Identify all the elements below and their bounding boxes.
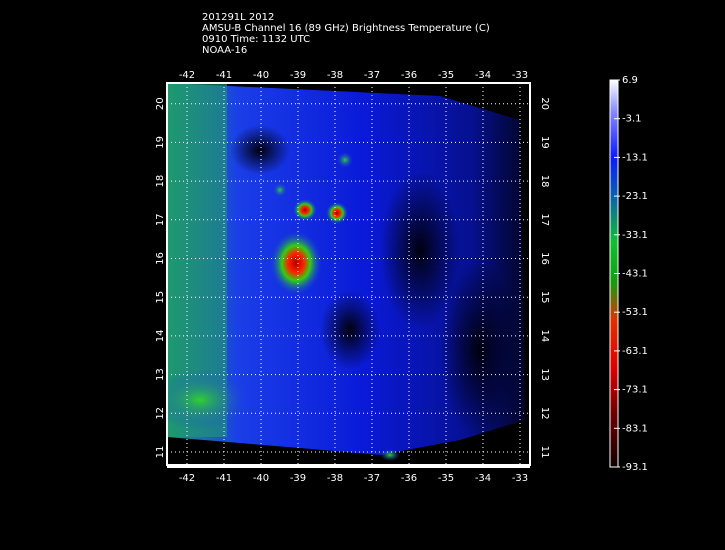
lon-label: -37 bbox=[364, 473, 380, 484]
colorbar-label: -33.1 bbox=[622, 230, 648, 241]
lon-label: -41 bbox=[216, 473, 232, 484]
lat-label: 14 bbox=[155, 330, 166, 343]
lat-label: 16 bbox=[539, 252, 550, 265]
lat-label: 15 bbox=[539, 291, 550, 304]
lon-label: -35 bbox=[438, 473, 454, 484]
colorbar-label: -3.1 bbox=[622, 114, 642, 125]
storm-cell bbox=[293, 199, 317, 221]
lat-label: 20 bbox=[155, 97, 166, 110]
lon-label: -36 bbox=[401, 473, 417, 484]
lat-label: 20 bbox=[539, 97, 550, 110]
cold-area bbox=[440, 260, 520, 440]
header-line: 0910 Time: 1132 UTC bbox=[202, 34, 310, 45]
lon-label: -39 bbox=[290, 70, 306, 81]
lon-label: -38 bbox=[327, 70, 343, 81]
lat-label: 18 bbox=[539, 175, 550, 188]
lat-label: 15 bbox=[155, 291, 166, 304]
lon-label: -41 bbox=[216, 70, 232, 81]
colorbar-label: 6.9 bbox=[622, 75, 638, 86]
lat-label: 17 bbox=[539, 213, 550, 226]
swath bbox=[167, 83, 525, 455]
colorbar-labels: 6.9 -3.1 -13.1 -23.1 -33.1 -43.1 -53.1 -63.1 -73… bbox=[614, 75, 648, 473]
lat-label: 19 bbox=[539, 136, 550, 149]
cold-area bbox=[230, 125, 290, 175]
lon-label: -40 bbox=[253, 70, 269, 81]
lon-label: -42 bbox=[179, 70, 195, 81]
warm-cell bbox=[380, 449, 400, 461]
lat-label: 13 bbox=[539, 368, 550, 381]
lon-label: -35 bbox=[438, 70, 454, 81]
header-line: AMSU-B Channel 16 (89 GHz) Brightness Te… bbox=[202, 23, 490, 34]
lon-label: -37 bbox=[364, 70, 380, 81]
lat-label: 11 bbox=[539, 446, 550, 459]
storm-core bbox=[270, 231, 322, 295]
lat-label: 12 bbox=[155, 407, 166, 420]
lon-label: -42 bbox=[179, 473, 195, 484]
warm-cell bbox=[273, 183, 287, 197]
lat-label: 16 bbox=[155, 252, 166, 265]
lat-label: 11 bbox=[155, 446, 166, 459]
grid: -42 -42 -41 -41 -40 -40 -39 -39 -38 -38 -37 -37 -36 -… bbox=[155, 70, 550, 484]
lat-label: 13 bbox=[155, 368, 166, 381]
colorbar-label: -93.1 bbox=[622, 462, 648, 473]
lat-label: 18 bbox=[155, 175, 166, 188]
colorbar-label: -63.1 bbox=[622, 346, 648, 357]
lon-label: -38 bbox=[327, 473, 343, 484]
colorbar-label: -43.1 bbox=[622, 269, 648, 280]
lat-label: 14 bbox=[539, 330, 550, 343]
lon-label: -39 bbox=[290, 473, 306, 484]
colorbar-label: -73.1 bbox=[622, 385, 648, 396]
warm-cell bbox=[337, 152, 353, 168]
lat-label: 19 bbox=[155, 136, 166, 149]
lon-label: -33 bbox=[512, 473, 528, 484]
lon-label: -33 bbox=[512, 70, 528, 81]
lat-label: 12 bbox=[539, 407, 550, 420]
header-line: NOAA-16 bbox=[202, 45, 247, 56]
cold-area bbox=[320, 290, 380, 370]
cold-area bbox=[380, 170, 460, 330]
lon-label: -34 bbox=[475, 70, 491, 81]
colorbar-label: -53.1 bbox=[622, 307, 648, 318]
storm-cell bbox=[326, 202, 348, 224]
colorbar-label: -13.1 bbox=[622, 152, 648, 163]
header-line: 201291L 2012 bbox=[202, 12, 274, 23]
imagery bbox=[167, 83, 530, 465]
warm-area bbox=[167, 370, 250, 430]
map-bottom-bar bbox=[167, 464, 530, 468]
colorbar-label: -23.1 bbox=[622, 191, 648, 202]
lon-label: -34 bbox=[475, 473, 491, 484]
colorbar-label: -83.1 bbox=[622, 423, 648, 434]
lon-label: -40 bbox=[253, 473, 269, 484]
lat-label: 17 bbox=[155, 213, 166, 226]
lon-label: -36 bbox=[401, 70, 417, 81]
